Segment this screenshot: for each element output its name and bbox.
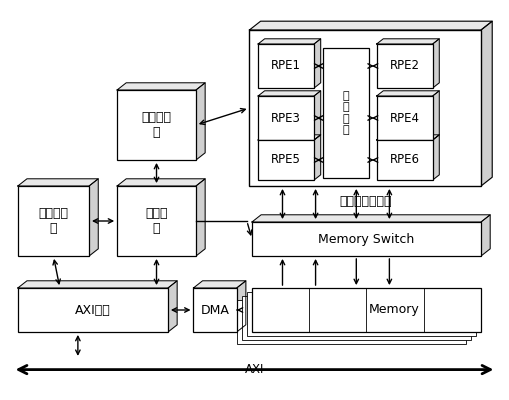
Bar <box>117 90 196 160</box>
Text: RPE3: RPE3 <box>271 112 301 124</box>
Bar <box>247 292 476 336</box>
Polygon shape <box>196 179 205 256</box>
Text: 配置寄存
器: 配置寄存 器 <box>39 207 68 235</box>
Polygon shape <box>377 39 439 44</box>
Text: 可重构计算阵列: 可重构计算阵列 <box>339 195 391 208</box>
Polygon shape <box>237 281 246 332</box>
Polygon shape <box>377 91 439 96</box>
Text: RPE2: RPE2 <box>390 60 419 72</box>
Bar <box>18 186 89 256</box>
Polygon shape <box>258 39 321 44</box>
Polygon shape <box>18 179 98 186</box>
Text: 互
联
网
络: 互 联 网 络 <box>343 91 350 135</box>
Text: AXI: AXI <box>245 363 264 376</box>
Bar <box>252 288 481 332</box>
Polygon shape <box>117 179 205 186</box>
Polygon shape <box>314 135 321 180</box>
Polygon shape <box>433 39 439 88</box>
Text: 重构控制
器: 重构控制 器 <box>142 111 172 139</box>
Bar <box>242 296 471 340</box>
Text: RPE4: RPE4 <box>390 112 419 124</box>
Bar <box>258 140 314 180</box>
Bar <box>323 48 369 178</box>
Text: RPE6: RPE6 <box>390 154 419 166</box>
Bar <box>377 140 433 180</box>
Polygon shape <box>314 91 321 140</box>
Polygon shape <box>249 21 492 30</box>
Bar <box>193 288 237 332</box>
Polygon shape <box>252 215 490 222</box>
Polygon shape <box>258 135 321 140</box>
Text: RPE1: RPE1 <box>271 60 301 72</box>
Text: 主控制
器: 主控制 器 <box>145 207 168 235</box>
Polygon shape <box>433 91 439 140</box>
Polygon shape <box>89 179 98 256</box>
Text: Memory: Memory <box>369 304 419 316</box>
Bar <box>18 288 168 332</box>
Bar <box>258 44 314 88</box>
Polygon shape <box>193 281 246 288</box>
Polygon shape <box>117 83 205 90</box>
Polygon shape <box>196 83 205 160</box>
Bar <box>377 96 433 140</box>
Polygon shape <box>481 21 492 186</box>
Polygon shape <box>433 135 439 180</box>
Text: AXI接口: AXI接口 <box>75 304 111 316</box>
Polygon shape <box>168 281 177 332</box>
Text: Memory Switch: Memory Switch <box>318 232 415 246</box>
Polygon shape <box>18 281 177 288</box>
Bar <box>252 222 481 256</box>
Polygon shape <box>377 135 439 140</box>
Bar <box>258 96 314 140</box>
Polygon shape <box>258 91 321 96</box>
Bar <box>249 30 481 186</box>
Bar <box>377 44 433 88</box>
Bar <box>117 186 196 256</box>
Polygon shape <box>481 215 490 256</box>
Bar <box>237 300 466 344</box>
Text: RPE5: RPE5 <box>271 154 301 166</box>
Text: DMA: DMA <box>201 304 230 316</box>
Polygon shape <box>314 39 321 88</box>
